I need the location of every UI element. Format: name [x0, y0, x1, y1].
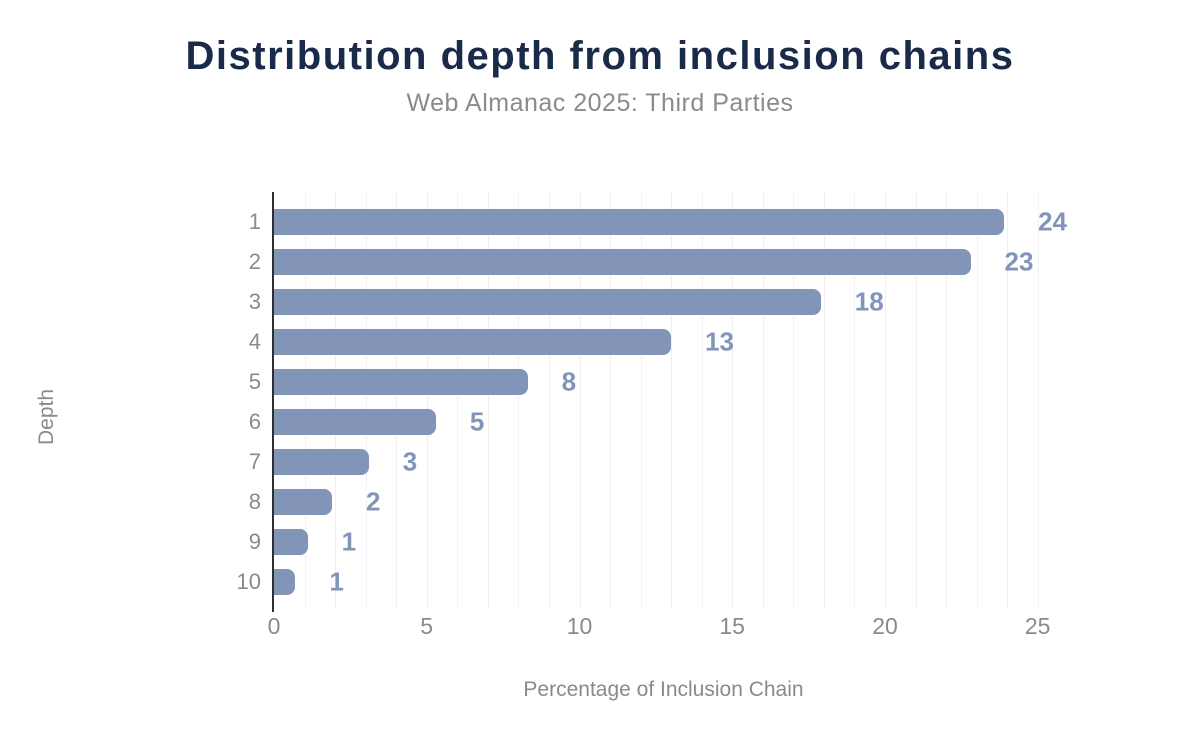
chart-subtitle: Web Almanac 2025: Third Parties	[406, 89, 794, 117]
bar-value-label: 5	[469, 406, 485, 436]
bar-value-label: 3	[402, 446, 418, 476]
gridline	[640, 192, 642, 607]
gridline	[487, 192, 489, 607]
bar-row: 10 1	[237, 566, 1053, 596]
gridline	[1037, 192, 1039, 607]
gridline	[548, 192, 550, 607]
y-tick-label: 2	[248, 248, 261, 274]
y-axis-title: Depth	[35, 388, 58, 446]
y-axis-line	[272, 192, 274, 612]
gridline	[365, 192, 367, 607]
bar-value-label: 8	[561, 366, 577, 396]
bar-value-label: 13	[705, 326, 735, 356]
gridline	[976, 192, 978, 607]
bar-row: 3 18	[249, 286, 1053, 316]
y-tick-label: 5	[248, 368, 261, 394]
gridline	[579, 192, 581, 607]
x-tick-label: 10	[566, 613, 593, 639]
gridline	[518, 192, 520, 607]
gridline	[793, 192, 795, 607]
bar-value-label: 1	[341, 526, 357, 556]
gridline	[671, 192, 673, 607]
y-tick-label: 6	[248, 408, 261, 434]
bar-value-label: 1	[329, 566, 344, 596]
gridline	[1007, 192, 1009, 607]
x-tick-label: 0	[267, 613, 281, 639]
y-tick-label: 9	[248, 528, 261, 554]
y-tick-label: 1	[248, 208, 261, 234]
x-tick-label: 5	[420, 613, 434, 639]
x-tick-label: 20	[872, 613, 898, 639]
gridline	[457, 192, 459, 607]
bar-value-label: 2	[366, 486, 381, 516]
y-tick-label: 10	[236, 568, 261, 594]
gridline	[854, 192, 856, 607]
plot-area: 1 24 2 23 3 18 4 13 5 8 6 5 7 3 8 2 9 1 10 1	[237, 192, 1067, 612]
gridline	[885, 192, 886, 607]
x-axis-title: Percentage of Inclusion Chain	[523, 678, 804, 701]
gridline	[823, 192, 825, 607]
bar-depth-2[interactable]	[274, 248, 971, 275]
x-axis-ticks: 0 5 10 15 20 25	[268, 613, 1053, 645]
bar-depth-5[interactable]	[274, 368, 528, 395]
bar-depth-4[interactable]	[274, 328, 672, 355]
chart-title: Distribution depth from inclusion chains	[185, 34, 1015, 78]
gridline	[701, 192, 703, 607]
bar-value-label: 24	[1038, 206, 1068, 236]
gridline	[915, 192, 917, 607]
y-tick-label: 7	[248, 448, 261, 474]
bar-depth-7[interactable]	[274, 448, 369, 475]
y-tick-label: 4	[248, 328, 261, 354]
bar-depth-9[interactable]	[274, 528, 308, 555]
x-tick-label: 15	[719, 613, 745, 639]
gridline	[335, 192, 337, 607]
bar-value-label: 23	[1004, 246, 1034, 276]
gridline	[426, 192, 428, 607]
bar-depth-6[interactable]	[274, 408, 436, 435]
gridline	[610, 192, 611, 607]
bar-depth-3[interactable]	[274, 288, 821, 315]
bar-row: 1 24	[249, 206, 1067, 236]
x-tick-label: 25	[1024, 613, 1051, 639]
bar-depth-10[interactable]	[274, 568, 296, 595]
y-tick-label: 3	[248, 288, 261, 314]
gridline	[304, 192, 306, 607]
y-tick-label: 8	[248, 488, 261, 514]
gridline	[946, 192, 948, 607]
gridline	[732, 192, 734, 607]
bar-row: 2 23	[249, 246, 1053, 276]
gridline	[396, 192, 398, 607]
bar-depth-1[interactable]	[274, 208, 1005, 235]
bar-value-label: 18	[854, 286, 884, 316]
gridline	[762, 192, 764, 607]
bar-depth-8[interactable]	[274, 488, 332, 515]
bar-row: 4 13	[249, 326, 1053, 356]
